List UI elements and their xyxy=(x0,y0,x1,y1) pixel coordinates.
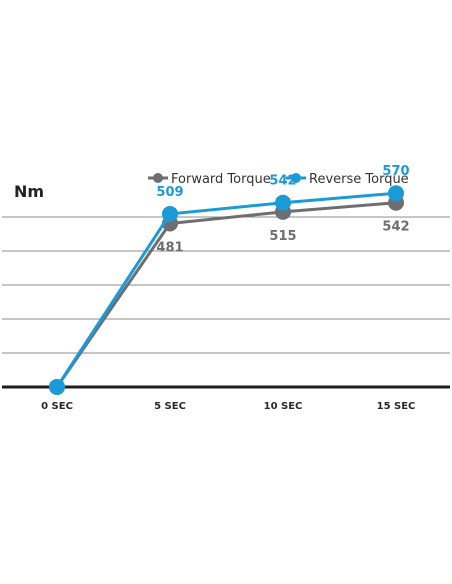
series-group: 481 515 542 509 542 570 xyxy=(49,164,410,395)
legend-label: Forward Torque xyxy=(171,172,271,187)
data-point xyxy=(388,185,404,202)
data-label: 509 xyxy=(156,185,183,200)
x-axis-ticks: 0 SEC 5 SEC 10 SEC 15 SEC xyxy=(41,401,415,412)
series-0: 481 515 542 xyxy=(49,194,410,395)
series-line xyxy=(55,201,397,388)
data-label: 515 xyxy=(269,229,296,244)
series-1: 509 542 570 xyxy=(49,164,410,395)
legend: Forward Torque Reverse Torque xyxy=(148,172,409,187)
legend-label: Reverse Torque xyxy=(309,172,409,187)
data-label: 542 xyxy=(382,220,409,235)
data-point xyxy=(49,379,65,395)
data-label: 570 xyxy=(382,164,409,179)
gridlines xyxy=(2,216,450,354)
x-tick-label: 5 SEC xyxy=(154,401,186,412)
legend-marker xyxy=(291,173,301,183)
y-axis-label: Nm xyxy=(14,182,44,201)
data-point xyxy=(162,205,178,222)
x-tick-label: 15 SEC xyxy=(377,401,416,412)
x-tick-label: 10 SEC xyxy=(264,401,303,412)
series-line xyxy=(55,191,397,388)
legend-marker xyxy=(153,173,163,183)
x-tick-label: 0 SEC xyxy=(41,401,73,412)
data-label: 481 xyxy=(156,240,183,255)
data-point xyxy=(275,194,291,211)
data-label: 542 xyxy=(269,174,296,189)
